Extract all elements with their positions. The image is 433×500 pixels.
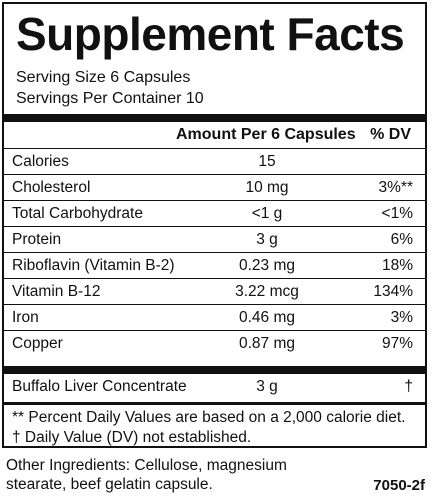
- nutrient-row: Iron 0.46 mg 3%: [4, 305, 425, 331]
- nutrient-amount: 3 g: [256, 231, 278, 248]
- footnote-dagger: † Daily Value (DV) not established.: [12, 429, 252, 446]
- nutrient-dv: 18%: [381, 257, 413, 274]
- panel-title: Supplement Facts: [16, 8, 405, 60]
- nutrient-dv: †: [404, 378, 413, 395]
- nutrient-dv: 3%: [390, 309, 413, 326]
- nutrient-amount: 0.87 mg: [238, 335, 296, 352]
- nutrient-name: Buffalo Liver Concentrate: [12, 378, 187, 395]
- nutrient-row: Riboflavin (Vitamin B-2) 0.23 mg 18%: [4, 253, 425, 279]
- product-code: 7050-2f: [373, 477, 425, 494]
- row-divider: [4, 174, 425, 175]
- thick-divider: [4, 366, 425, 374]
- nutrient-name: Riboflavin (Vitamin B-2): [12, 257, 175, 274]
- nutrient-dv: 3%**: [378, 179, 413, 196]
- nutrient-row: Total Carbohydrate <1 g <1%: [4, 201, 425, 227]
- nutrient-row: Vitamin B-12 3.22 mcg 134%: [4, 279, 425, 305]
- supplement-facts-panel: Supplement Facts Serving Size 6 Capsules…: [2, 2, 427, 448]
- nutrient-dv: 97%: [381, 335, 413, 352]
- amount-header: Amount Per 6 Capsules: [176, 126, 356, 143]
- nutrient-amount: 0.23 mg: [238, 257, 296, 274]
- nutrient-amount: 0.46 mg: [238, 309, 296, 326]
- nutrient-amount: <1 g: [251, 205, 283, 222]
- row-divider: [4, 200, 425, 201]
- row-divider: [4, 278, 425, 279]
- nutrient-row: Buffalo Liver Concentrate 3 g †: [4, 374, 425, 400]
- row-divider: [4, 304, 425, 305]
- nutrient-amount: 3.22 mcg: [235, 283, 299, 300]
- nutrient-amount: 15: [258, 153, 276, 170]
- nutrient-row: Copper 0.87 mg 97%: [4, 331, 425, 357]
- servings-per-container: Servings Per Container 10: [16, 90, 204, 107]
- nutrient-name: Vitamin B-12: [12, 283, 101, 300]
- nutrient-name: Total Carbohydrate: [12, 205, 143, 222]
- nutrient-amount: 10 mg: [245, 179, 289, 196]
- nutrient-dv: 6%: [390, 231, 413, 248]
- nutrient-row: Protein 3 g 6%: [4, 227, 425, 253]
- nutrient-name: Calories: [12, 153, 69, 170]
- nutrient-dv: <1%: [381, 205, 413, 222]
- header-divider: [4, 148, 425, 149]
- row-divider: [4, 226, 425, 227]
- dv-header: % DV: [370, 126, 411, 143]
- nutrient-amount: 3 g: [256, 378, 278, 395]
- nutrient-name: Protein: [12, 231, 62, 248]
- footnote-divider: [4, 402, 425, 405]
- nutrient-row: Calories 15: [4, 149, 425, 175]
- other-ingredients: Other Ingredients: Cellulose, magnesium …: [6, 457, 287, 493]
- thick-divider: [4, 114, 425, 122]
- serving-size: Serving Size 6 Capsules: [16, 69, 191, 86]
- nutrient-dv: 134%: [373, 283, 413, 300]
- nutrient-row: Cholesterol 10 mg 3%**: [4, 175, 425, 201]
- nutrient-name: Cholesterol: [12, 179, 91, 196]
- row-divider: [4, 252, 425, 253]
- footnote-percent-dv: ** Percent Daily Values are based on a 2…: [12, 409, 406, 426]
- nutrient-name: Iron: [12, 309, 39, 326]
- row-divider: [4, 330, 425, 331]
- nutrient-name: Copper: [12, 335, 63, 352]
